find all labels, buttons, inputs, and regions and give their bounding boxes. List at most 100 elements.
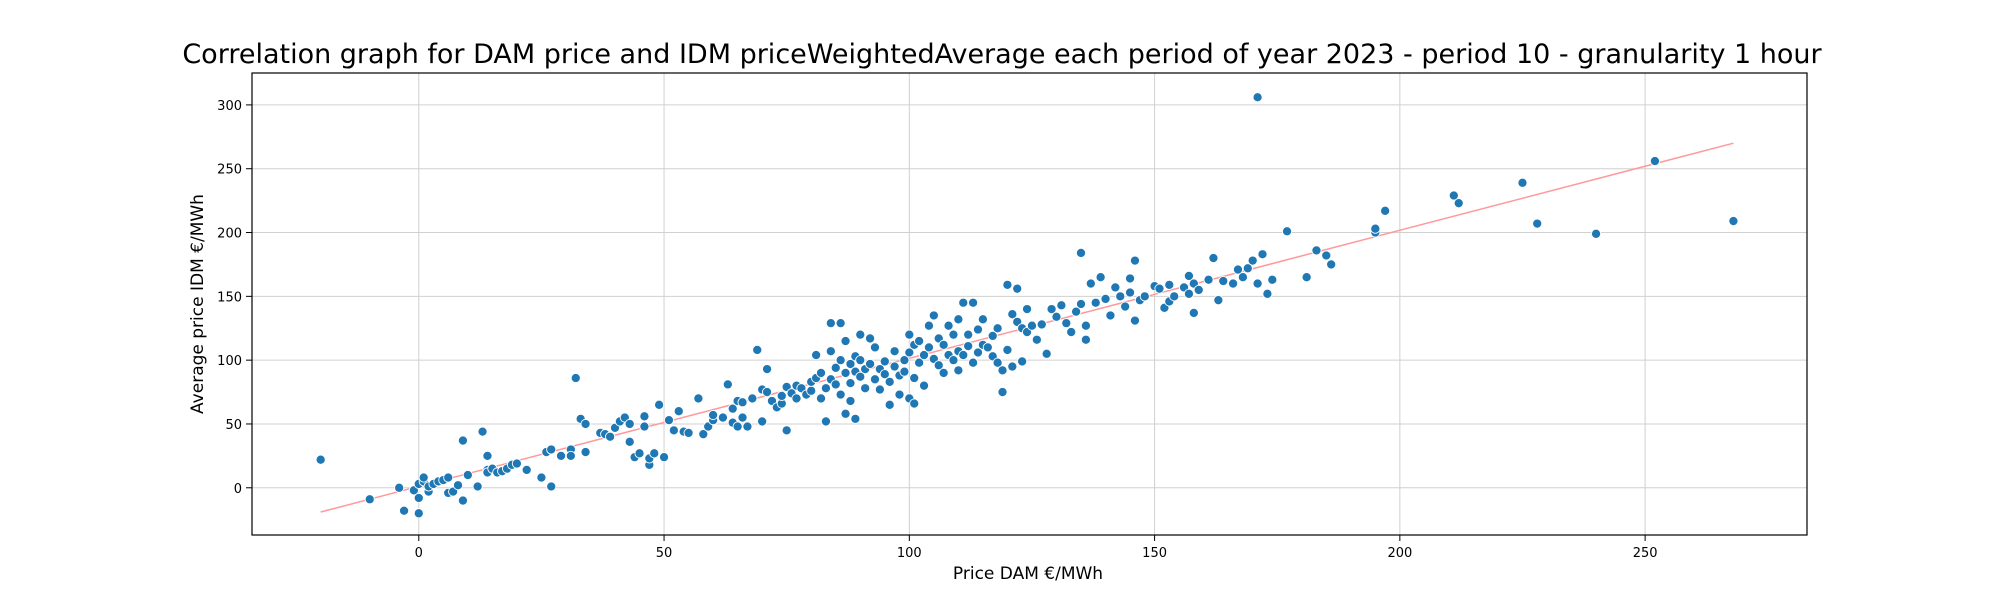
- data-point: [1080, 320, 1091, 331]
- data-point: [624, 436, 635, 447]
- data-point: [1169, 291, 1180, 302]
- data-point: [889, 361, 900, 372]
- data-point: [845, 358, 856, 370]
- data-point: [1247, 255, 1258, 266]
- data-point: [580, 418, 591, 430]
- x-axis-ticks: 0 50 100 150 200 250: [415, 535, 1658, 561]
- y-tick-label: 200: [217, 227, 242, 242]
- data-point: [997, 365, 1008, 376]
- data-point: [928, 310, 939, 321]
- data-point: [1075, 298, 1087, 310]
- x-tick-label: 50: [656, 546, 673, 561]
- y-tick-label: 100: [217, 354, 242, 369]
- data-point: [1517, 177, 1528, 188]
- data-point: [452, 480, 464, 491]
- data-point: [1002, 279, 1013, 290]
- data-point: [413, 508, 424, 519]
- data-point: [1232, 264, 1244, 275]
- data-point: [1203, 274, 1214, 285]
- data-point: [968, 357, 979, 368]
- data-point: [1154, 283, 1165, 294]
- data-point: [315, 454, 326, 465]
- data-point: [546, 444, 557, 455]
- data-point: [1041, 348, 1052, 359]
- data-point: [1017, 356, 1028, 367]
- data-point: [815, 367, 827, 378]
- data-point: [806, 385, 817, 396]
- data-point: [1100, 293, 1111, 304]
- data-point: [894, 389, 905, 400]
- data-point: [963, 341, 974, 352]
- data-point: [909, 398, 920, 409]
- data-point: [1213, 295, 1224, 306]
- data-point: [1066, 327, 1077, 338]
- y-tick-label: 50: [225, 418, 242, 433]
- data-point: [1453, 198, 1464, 209]
- data-point: [840, 408, 851, 419]
- data-point: [443, 472, 454, 483]
- data-point: [663, 415, 675, 426]
- data-point: [1649, 156, 1660, 167]
- grid: [252, 73, 1807, 535]
- data-point: [820, 416, 831, 427]
- data-point: [727, 403, 738, 414]
- x-tick-label: 250: [1633, 546, 1658, 561]
- data-point: [624, 418, 635, 430]
- data-point: [840, 367, 851, 378]
- data-point: [394, 482, 405, 493]
- y-axis-ticks: 0 50 100 150 200 250 300: [217, 99, 252, 497]
- data-point: [963, 329, 974, 340]
- data-point: [1075, 247, 1087, 259]
- data-point: [1139, 291, 1150, 302]
- data-point: [835, 389, 846, 400]
- data-point: [742, 421, 753, 432]
- data-point: [1061, 318, 1072, 329]
- data-point: [1281, 226, 1293, 237]
- data-point: [938, 367, 949, 378]
- data-point: [605, 431, 616, 442]
- data-point: [869, 342, 881, 353]
- data-point: [1007, 361, 1018, 372]
- data-point: [972, 324, 984, 335]
- y-tick-label: 300: [217, 99, 242, 114]
- data-point: [1532, 218, 1543, 229]
- data-point: [1183, 270, 1194, 281]
- data-point: [815, 393, 827, 404]
- data-point: [762, 387, 773, 398]
- data-point: [1090, 297, 1101, 308]
- data-point: [830, 379, 841, 390]
- data-point: [717, 412, 728, 423]
- data-point: [869, 374, 881, 385]
- x-axis-label: Price DAM €/MWh: [953, 564, 1103, 584]
- data-point: [953, 314, 964, 325]
- data-point: [781, 425, 792, 436]
- x-tick-label: 100: [897, 546, 922, 561]
- data-point: [1252, 92, 1263, 103]
- data-point: [1021, 304, 1033, 315]
- plot-area-frame: [251, 72, 1808, 536]
- data-point: [1370, 223, 1381, 234]
- data-point: [923, 320, 934, 331]
- data-point: [1071, 306, 1082, 317]
- data-point: [1125, 287, 1136, 298]
- data-point: [693, 393, 704, 404]
- data-point: [1046, 304, 1057, 315]
- data-point: [737, 412, 748, 423]
- data-point: [580, 446, 591, 458]
- data-point: [874, 384, 885, 395]
- data-point: [958, 349, 969, 361]
- data-point: [923, 342, 934, 353]
- data-point: [1095, 272, 1106, 283]
- data-point: [649, 448, 660, 459]
- data-point: [1031, 334, 1042, 345]
- data-point: [536, 472, 547, 483]
- data-point: [477, 426, 488, 437]
- data-point: [865, 358, 876, 370]
- data-point: [1728, 215, 1739, 227]
- data-point: [565, 450, 576, 461]
- data-point: [413, 492, 424, 504]
- data-point: [364, 494, 375, 505]
- data-point: [521, 464, 532, 475]
- data-point: [708, 409, 719, 421]
- data-point: [757, 416, 768, 427]
